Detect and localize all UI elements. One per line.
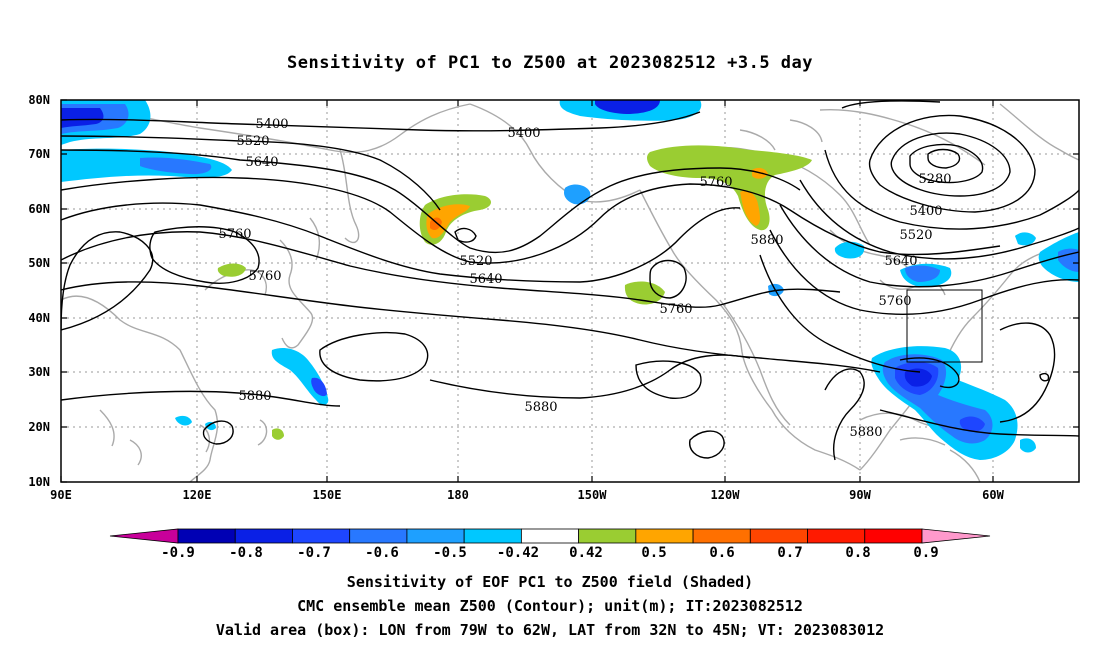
colorbar-triangle-high bbox=[921, 528, 991, 544]
lon-label: 60W bbox=[982, 488, 1004, 502]
contour-label: 5400 bbox=[909, 204, 942, 219]
contour-label: 5760 bbox=[659, 302, 692, 317]
contour-label: 5520 bbox=[236, 134, 269, 149]
colorbar-box bbox=[292, 528, 351, 544]
colorbar-tick-label: -0.8 bbox=[229, 545, 263, 561]
contour-label: 5640 bbox=[469, 272, 502, 287]
contour-label: 5760 bbox=[248, 269, 281, 284]
contour-label: 5400 bbox=[507, 126, 540, 141]
caption-line-2: CMC ensemble mean Z500 (Contour); unit(m… bbox=[297, 597, 803, 615]
colorbar-tick-label: -0.5 bbox=[433, 545, 467, 561]
colorbar-tick-label: 0.7 bbox=[777, 545, 802, 561]
contour-label: 5280 bbox=[918, 172, 951, 187]
colorbar-tick-label: 0.6 bbox=[709, 545, 734, 561]
colorbar-tick-label: -0.6 bbox=[365, 545, 399, 561]
colorbar-tick-label: -0.9 bbox=[161, 545, 195, 561]
lat-label: 40N bbox=[28, 311, 50, 325]
lon-label: 90E bbox=[50, 488, 72, 502]
colorbar-box bbox=[349, 528, 408, 544]
lon-label: 150W bbox=[578, 488, 608, 502]
caption-line-1: Sensitivity of EOF PC1 to Z500 field (Sh… bbox=[346, 573, 754, 591]
colorbar-tick-label: 0.8 bbox=[845, 545, 870, 561]
lat-label: 70N bbox=[28, 147, 50, 161]
colorbar-box bbox=[635, 528, 694, 544]
contour-label: 5760 bbox=[878, 294, 911, 309]
latitude-labels: 80N 70N 60N 50N 40N 30N 20N 10N bbox=[28, 93, 50, 489]
lat-label: 50N bbox=[28, 256, 50, 270]
colorbar-boxes bbox=[109, 528, 991, 544]
contour-labels: 5400 5520 5640 5400 5760 5760 5520 5640 … bbox=[218, 117, 951, 440]
contour-label: 5640 bbox=[245, 155, 278, 170]
z500-contours bbox=[61, 100, 1079, 461]
axis-ticks bbox=[60, 99, 1079, 483]
contour-label: 5520 bbox=[459, 254, 492, 269]
negative-patches bbox=[61, 100, 1079, 460]
colorbar-box bbox=[406, 528, 465, 544]
colorbar-box bbox=[864, 528, 923, 544]
map-frame bbox=[60, 99, 1080, 483]
lon-label: 120W bbox=[711, 488, 741, 502]
colorbar-box bbox=[520, 528, 580, 544]
sensitivity-shading bbox=[61, 100, 1079, 460]
lat-label: 30N bbox=[28, 365, 50, 379]
lon-label: 90W bbox=[849, 488, 871, 502]
lat-label: 20N bbox=[28, 420, 50, 434]
colorbar-box bbox=[463, 528, 522, 544]
lon-label: 150E bbox=[313, 488, 342, 502]
contour-label: 5760 bbox=[699, 175, 732, 190]
colorbar-box bbox=[807, 528, 866, 544]
figure-title: Sensitivity of PC1 to Z500 at 2023082512… bbox=[287, 53, 813, 73]
contour-label: 5880 bbox=[849, 425, 882, 440]
colorbar-tick-label: -0.42 bbox=[497, 545, 539, 561]
contour-label: 5880 bbox=[750, 233, 783, 248]
colorbar-tick-label: -0.7 bbox=[297, 545, 331, 561]
lon-label: 180 bbox=[447, 488, 469, 502]
contour-label: 5400 bbox=[255, 117, 288, 132]
contour-label: 5520 bbox=[899, 228, 932, 243]
map-panel: 5400 5520 5640 5400 5760 5760 5520 5640 … bbox=[28, 93, 1080, 502]
colorbar-tick-label: 0.9 bbox=[913, 545, 938, 561]
contour-label: 5760 bbox=[218, 227, 251, 242]
contour-label: 5880 bbox=[524, 400, 557, 415]
lon-label: 120E bbox=[183, 488, 212, 502]
valid-area-box bbox=[906, 289, 983, 363]
colorbar-box bbox=[234, 528, 293, 544]
colorbar-box bbox=[692, 528, 751, 544]
lat-label: 10N bbox=[28, 475, 50, 489]
colorbar-triangle-low bbox=[109, 528, 179, 544]
lat-label: 60N bbox=[28, 202, 50, 216]
colorbar-box bbox=[578, 528, 637, 544]
contour-label: 5640 bbox=[884, 254, 917, 269]
colorbar-box bbox=[749, 528, 808, 544]
colorbar-tick-label: 0.5 bbox=[641, 545, 666, 561]
colorbar-labels: -0.9 -0.8 -0.7 -0.6 -0.5 -0.42 0.42 0.5 … bbox=[161, 545, 939, 561]
caption-line-3: Valid area (box): LON from 79W to 62W, L… bbox=[215, 621, 885, 639]
colorbar: -0.9 -0.8 -0.7 -0.6 -0.5 -0.42 0.42 0.5 … bbox=[109, 528, 991, 561]
colorbar-box bbox=[177, 528, 236, 544]
colorbar-tick-label: 0.42 bbox=[569, 545, 603, 561]
contour-label: 5880 bbox=[238, 389, 271, 404]
lat-label: 80N bbox=[28, 93, 50, 107]
longitude-labels: 90E 120E 150E 180 150W 120W 90W 60W bbox=[50, 488, 1004, 502]
